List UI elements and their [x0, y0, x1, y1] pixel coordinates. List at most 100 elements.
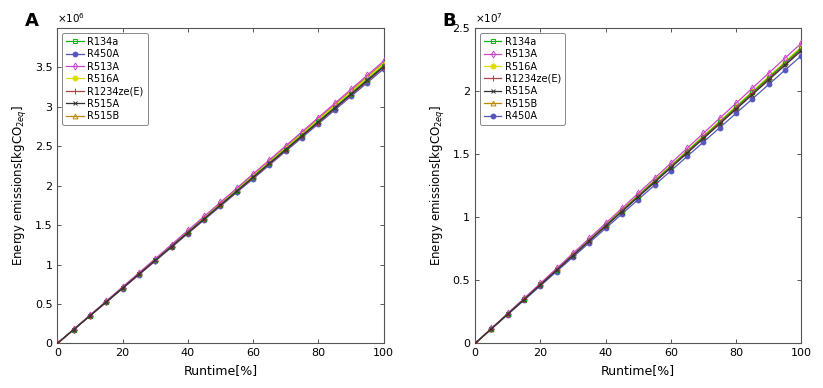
R516A [249, 173, 258, 178]
R513A [536, 281, 546, 286]
R515A [584, 239, 594, 243]
R134a [747, 90, 757, 95]
R515A [281, 147, 291, 152]
R516A [797, 45, 807, 49]
R515B [362, 74, 372, 79]
R515B [797, 45, 807, 50]
R515B [264, 159, 274, 163]
R1234ze(E) [470, 341, 480, 346]
R450A [249, 177, 258, 181]
R1234ze(E) [134, 272, 144, 277]
R513A [346, 87, 356, 92]
R515A [797, 48, 807, 53]
R516A [53, 341, 63, 346]
R515B [666, 163, 676, 168]
R515A [715, 121, 725, 126]
R515B [551, 267, 561, 272]
R1234ze(E) [249, 175, 258, 180]
R516A [470, 341, 480, 346]
R450A [764, 82, 774, 87]
X-axis label: Runtime[%]: Runtime[%] [601, 364, 675, 377]
R515A [297, 133, 307, 138]
R513A [568, 251, 578, 256]
R515B [232, 187, 242, 191]
R134a [183, 230, 193, 235]
R516A [486, 326, 496, 331]
R515B [780, 60, 790, 64]
Line: R516A: R516A [472, 44, 804, 346]
R515B [699, 134, 709, 139]
R1234ze(E) [297, 134, 307, 139]
R515A [568, 253, 578, 258]
R134a [118, 286, 128, 290]
R1234ze(E) [536, 282, 546, 287]
R1234ze(E) [551, 268, 561, 272]
R513A [633, 191, 643, 196]
R516A [764, 74, 774, 79]
Line: R1234ze(E): R1234ze(E) [54, 64, 387, 346]
R1234ze(E) [379, 65, 388, 70]
R513A [101, 299, 111, 303]
Y-axis label: Energy emissions[kgCO$_{2eq}$]: Energy emissions[kgCO$_{2eq}$] [429, 105, 447, 266]
R134a [470, 341, 480, 346]
R450A [166, 245, 176, 250]
R516A [780, 59, 790, 64]
R515A [118, 286, 128, 290]
R1234ze(E) [486, 326, 496, 331]
R1234ze(E) [584, 238, 594, 243]
R515B [633, 193, 643, 198]
R450A [134, 272, 144, 277]
R134a [764, 75, 774, 80]
R513A [134, 270, 144, 275]
R1234ze(E) [747, 91, 757, 96]
R513A [166, 242, 176, 247]
R515A [731, 107, 741, 111]
R450A [633, 197, 643, 202]
R516A [362, 76, 372, 80]
R516A [232, 187, 242, 192]
Line: R513A: R513A [55, 59, 386, 346]
R515A [216, 203, 226, 207]
R134a [232, 189, 242, 193]
R134a [199, 216, 209, 221]
R513A [649, 176, 659, 180]
R515A [68, 327, 78, 332]
R515A [764, 78, 774, 82]
R515B [470, 341, 480, 346]
Text: ×10$^{6}$: ×10$^{6}$ [58, 11, 86, 25]
R450A [649, 183, 659, 187]
R513A [584, 236, 594, 241]
Line: R450A: R450A [472, 53, 804, 346]
R1234ze(E) [682, 150, 692, 155]
R515B [166, 243, 176, 248]
R515A [486, 326, 496, 331]
R450A [551, 269, 561, 274]
R1234ze(E) [503, 312, 513, 316]
R516A [183, 229, 193, 234]
R450A [797, 53, 807, 58]
R1234ze(E) [53, 341, 63, 346]
R515B [346, 88, 356, 93]
R515A [601, 224, 611, 229]
R516A [584, 237, 594, 242]
R450A [264, 163, 274, 167]
R513A [601, 221, 611, 226]
R134a [330, 105, 340, 110]
R515A [166, 244, 176, 249]
Line: R515A: R515A [472, 48, 804, 346]
R515B [649, 178, 659, 183]
R516A [346, 90, 356, 94]
R515A [85, 314, 95, 318]
R516A [118, 285, 128, 290]
R1234ze(E) [715, 121, 725, 125]
R515A [101, 300, 111, 304]
Text: ×10$^{7}$: ×10$^{7}$ [475, 11, 503, 25]
R516A [216, 201, 226, 206]
R1234ze(E) [199, 217, 209, 222]
R515B [601, 223, 611, 227]
R516A [649, 178, 659, 183]
R515A [134, 272, 144, 277]
R516A [715, 119, 725, 123]
R134a [780, 61, 790, 65]
R450A [183, 231, 193, 236]
